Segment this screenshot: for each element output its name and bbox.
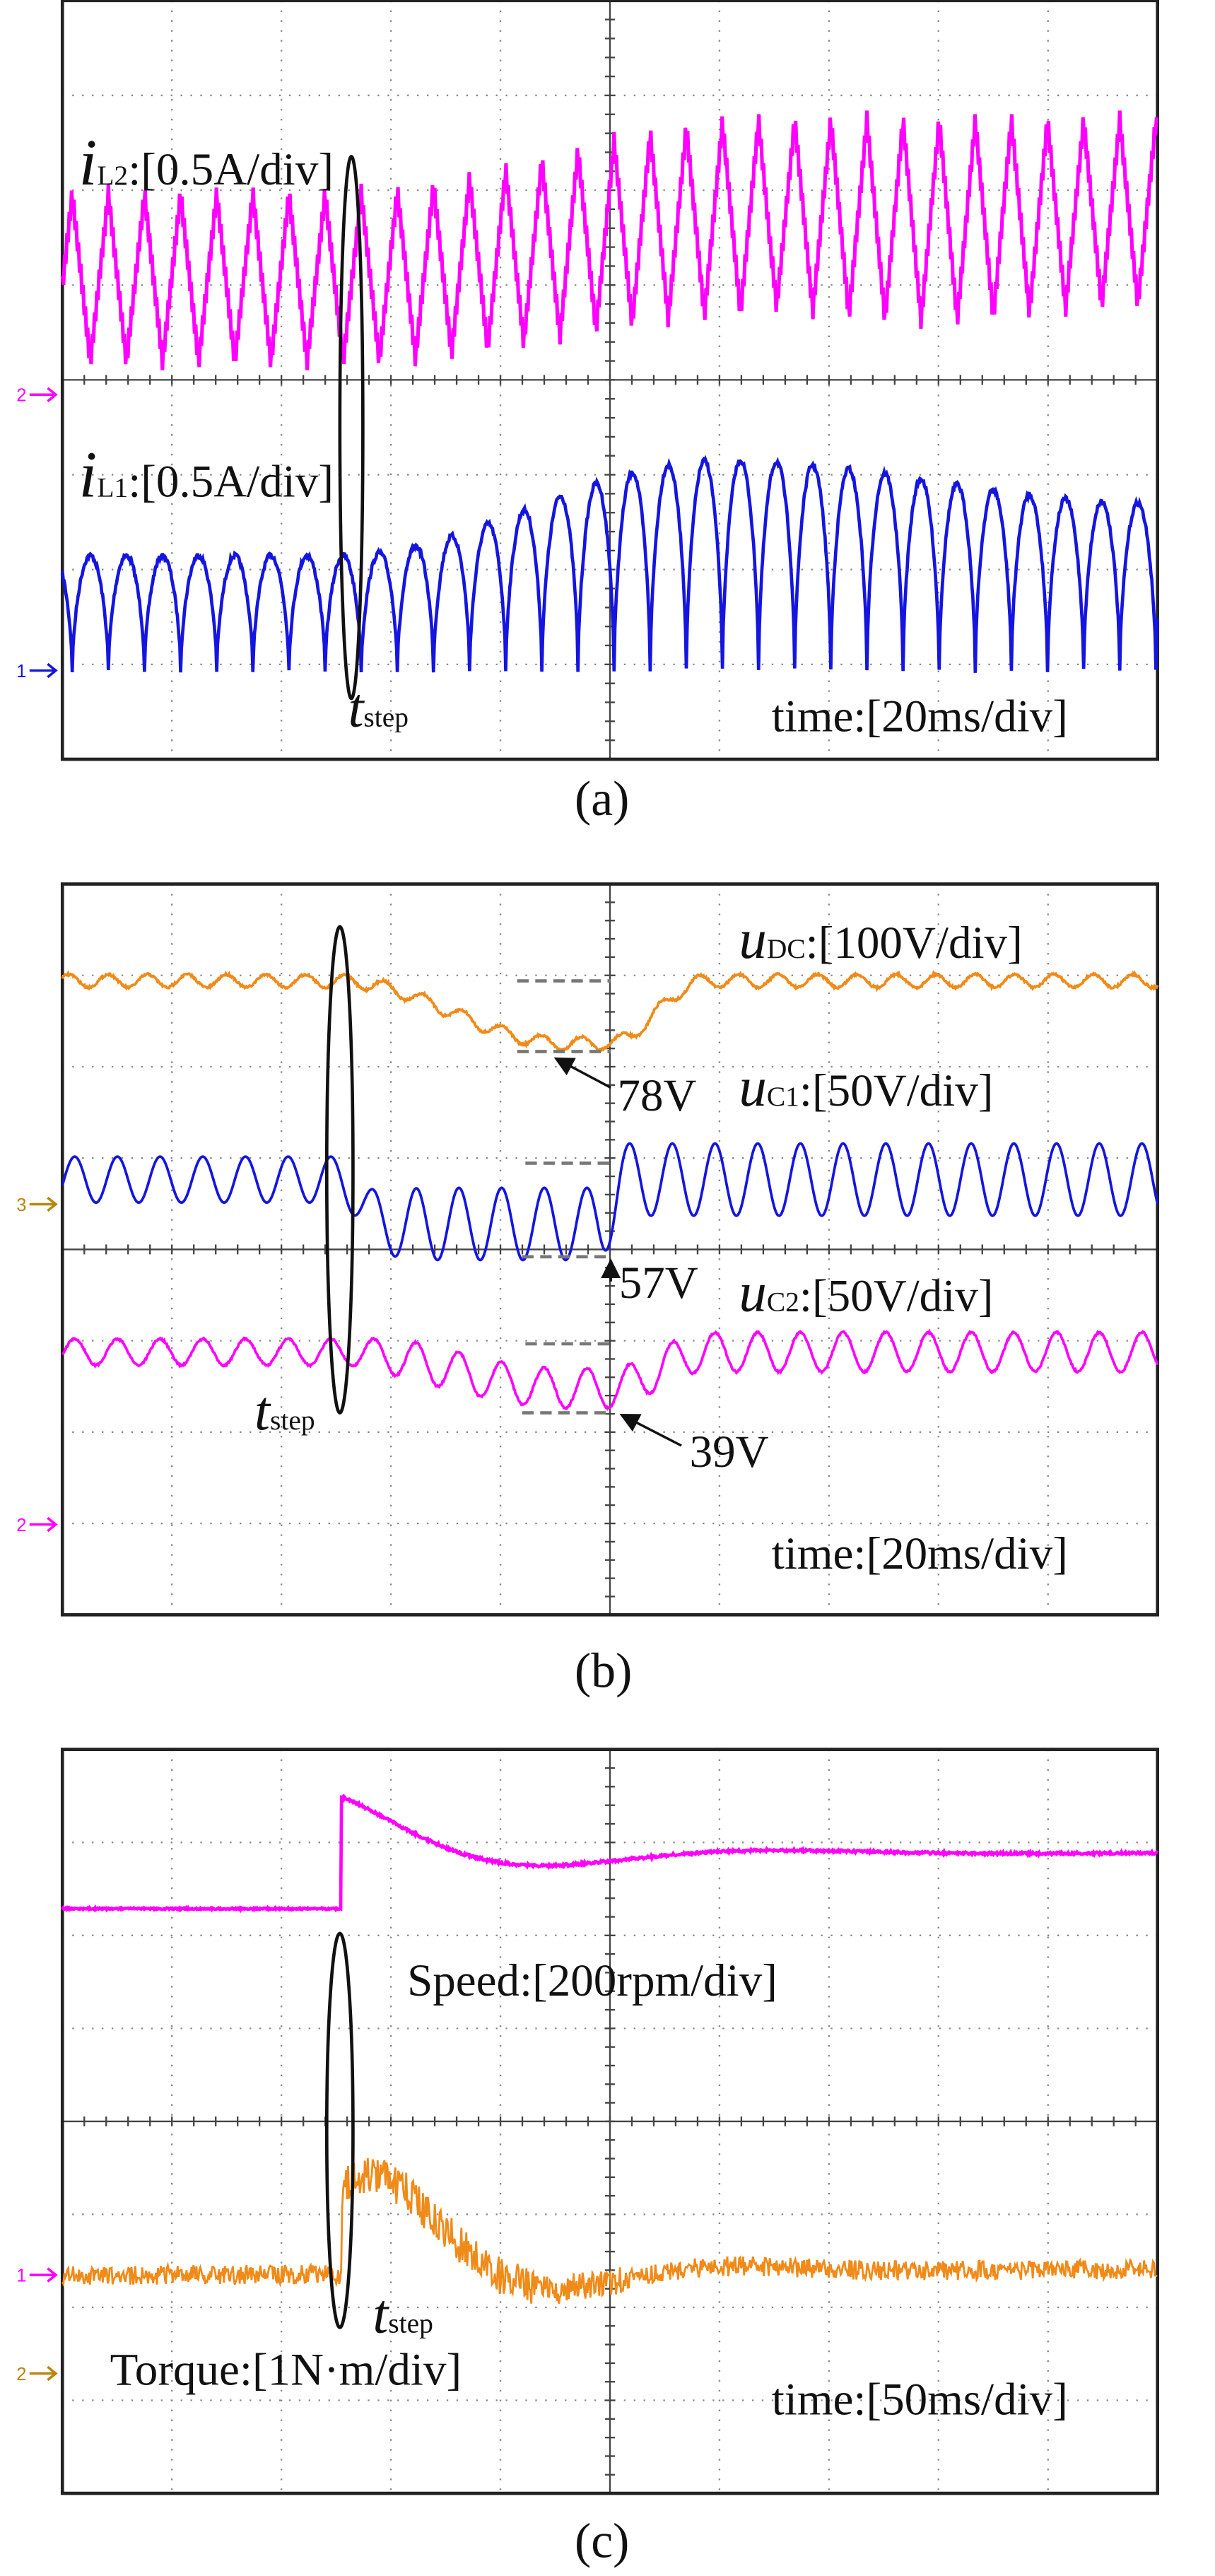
channel-marker: 2 — [16, 1516, 26, 1535]
time-scale: time:[20ms/div] — [772, 1528, 1068, 1579]
waveform — [61, 1793, 1159, 1914]
caption: (c) — [575, 2514, 629, 2569]
subscript: L1 — [97, 472, 128, 503]
frame — [60, 0, 1160, 761]
subscript: C2 — [767, 1287, 799, 1318]
channel-arrow — [29, 387, 58, 402]
step-marker — [338, 155, 365, 701]
time-scale: time:[50ms/div] — [772, 2375, 1068, 2425]
signal-label: tstep — [372, 2283, 433, 2345]
signal-label: Speed:[200rpm/div] — [407, 1955, 777, 2006]
caption: (b) — [575, 1644, 632, 1698]
subscript: C1 — [767, 1081, 799, 1112]
channel-arrow — [29, 662, 58, 679]
frame — [60, 1747, 1160, 2495]
waveform — [60, 455, 1160, 673]
scale: :[100V/div] — [806, 918, 1023, 968]
waveform — [60, 110, 1158, 370]
signal-label: uC2:[50V/div] — [739, 1263, 993, 1324]
channel-arrow — [29, 1516, 58, 1533]
subscript: step — [388, 2307, 433, 2338]
waveform — [61, 1328, 1159, 1411]
symbol: t — [254, 1381, 271, 1442]
channel-arrow — [29, 2267, 58, 2283]
channel-marker: 1 — [16, 2266, 26, 2285]
signal-label: uC1:[50V/div] — [739, 1057, 993, 1118]
channel-marker: 2 — [16, 2365, 26, 2384]
symbol: i — [79, 438, 98, 511]
step-marker — [324, 925, 355, 1415]
subscript: DC — [767, 933, 806, 964]
symbol: t — [348, 678, 365, 739]
signal-label: Torque:[1N·m/div] — [110, 2345, 462, 2396]
signal-label: tstep — [348, 678, 409, 739]
scale: :[0.5A/div] — [128, 144, 334, 195]
scale: :[0.5A/div] — [128, 456, 334, 507]
signal-label: uDC:[100V/div] — [739, 909, 1022, 971]
subscript: step — [363, 702, 409, 733]
waveform — [61, 969, 1159, 1053]
symbol: u — [739, 909, 766, 971]
channel-arrow — [29, 1196, 58, 1212]
channel-arrow — [29, 2365, 58, 2382]
scale: :[50V/div] — [799, 1065, 994, 1116]
caption: (a) — [575, 772, 629, 826]
signal-label: iL1:[0.5A/div] — [79, 438, 334, 511]
symbol: u — [739, 1057, 766, 1118]
symbol: t — [372, 2283, 389, 2345]
symbol: i — [79, 127, 98, 199]
waveform — [61, 2158, 1158, 2304]
scale: :[50V/div] — [799, 1271, 994, 1322]
channel-marker: 3 — [16, 1195, 26, 1215]
arrow — [553, 1057, 611, 1089]
subscript: L2 — [97, 160, 128, 191]
signal-label: tstep — [254, 1381, 315, 1442]
signal-label: iL2:[0.5A/div] — [79, 127, 334, 199]
step-marker — [324, 1931, 355, 2329]
annotation: 39V — [690, 1427, 769, 1477]
waveform — [61, 1142, 1159, 1262]
channel-marker: 2 — [16, 386, 26, 406]
subscript: step — [270, 1405, 315, 1436]
annotation: 57V — [619, 1258, 698, 1309]
time-scale: time:[20ms/div] — [772, 691, 1068, 742]
frame — [60, 882, 1160, 1617]
symbol: u — [739, 1263, 766, 1324]
channel-marker: 1 — [16, 662, 26, 681]
annotation: 78V — [617, 1070, 696, 1121]
arrow — [619, 1414, 682, 1447]
